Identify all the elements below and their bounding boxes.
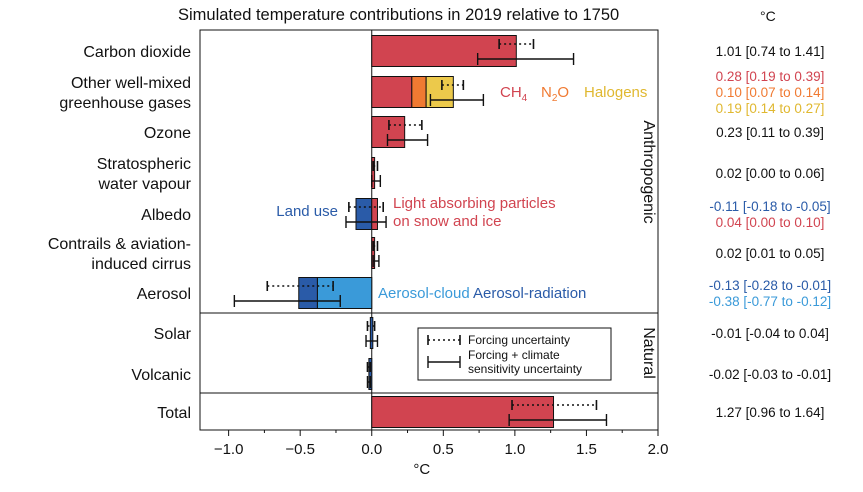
value-range-label: -0.02 [-0.03 to -0.01] (709, 367, 831, 382)
values-column-unit: °C (760, 8, 776, 24)
category-label: Carbon dioxide (83, 44, 191, 61)
x-tick-label: −0.5 (285, 441, 315, 458)
value-range-label: -0.13 [-0.28 to -0.01] (709, 278, 831, 293)
x-tick-label: −1.0 (214, 441, 244, 458)
value-range-label: -0.01 [-0.04 to 0.04] (711, 326, 829, 341)
x-tick-label: 2.0 (648, 441, 669, 458)
x-tick-label: 1.0 (504, 441, 525, 458)
bar-segment (371, 35, 517, 67)
category-label: greenhouse gases (59, 95, 191, 112)
value-range-label: 0.28 [0.19 to 0.39] (716, 69, 825, 84)
annotation-light-absorbing: on snow and ice (393, 213, 501, 230)
value-range-label: 1.27 [0.96 to 1.64] (716, 405, 825, 420)
category-label: Ozone (144, 125, 191, 142)
bar-segment (371, 396, 555, 428)
category-label: Stratospheric (97, 156, 191, 173)
category-label: Contrails & aviation- (48, 236, 191, 253)
value-range-label: 0.04 [0.00 to 0.10] (716, 215, 825, 230)
annotation-ch4: CH4 (500, 84, 528, 104)
value-range-label: -0.38 [-0.77 to -0.12] (709, 294, 831, 309)
bar-segment (371, 76, 413, 108)
value-range-label: 0.02 [0.00 to 0.06] (716, 166, 825, 181)
plot-frame (199, 29, 659, 431)
value-range-label: 0.23 [0.11 to 0.39] (716, 125, 824, 140)
category-label: Other well-mixed (71, 75, 191, 92)
category-label: Volcanic (131, 367, 191, 384)
category-label: Albedo (141, 207, 191, 224)
annotation-aerosol-radiation: Aerosol-radiation (473, 285, 586, 302)
bar-segment (371, 198, 378, 230)
annotation-halogens: Halogens (584, 84, 647, 101)
value-range-label: 0.02 [0.01 to 0.05] (716, 246, 825, 261)
group-label-natural: Natural (640, 327, 657, 379)
legend-label-total: Forcing + climate (468, 348, 560, 362)
annotation-n2o: N2O (541, 84, 569, 104)
group-label-anthropogenic: Anthropogenic (640, 120, 657, 223)
annotation-light-absorbing: Light absorbing particles (393, 195, 556, 212)
x-tick-label: 1.5 (576, 441, 597, 458)
bar-segment (369, 317, 374, 349)
chart-title: Simulated temperature contributions in 2… (178, 6, 620, 24)
bar-segment (298, 277, 318, 309)
value-range-label: 0.10 [0.07 to 0.14] (716, 85, 825, 100)
legend-box (417, 327, 612, 381)
x-tick-label: 0.0 (361, 441, 382, 458)
category-label: Solar (154, 326, 192, 343)
annotation-aerosol-cloud: Aerosol-cloud (378, 285, 470, 302)
bar-segment (371, 157, 376, 189)
category-label: Aerosol (137, 286, 191, 303)
category-label: induced cirrus (91, 256, 191, 273)
category-label: water vapour (98, 176, 192, 193)
bar-segment (316, 277, 373, 309)
x-axis-label: °C (413, 461, 430, 478)
category-label: Total (157, 405, 191, 422)
value-range-label: -0.11 [-0.18 to -0.05] (709, 199, 830, 214)
bar-segment (411, 76, 427, 108)
legend-label-total: sensitivity uncertainty (468, 362, 582, 376)
bar-segment (371, 237, 376, 269)
value-range-label: 1.01 [0.74 to 1.41] (716, 44, 825, 59)
bar-segment (355, 198, 373, 230)
annotation-land-use: Land use (276, 203, 338, 220)
value-range-label: 0.19 [0.14 to 0.27] (716, 101, 825, 116)
legend-label-forcing: Forcing uncertainty (468, 333, 570, 347)
x-tick-label: 0.5 (433, 441, 454, 458)
bar-segment (368, 358, 373, 390)
